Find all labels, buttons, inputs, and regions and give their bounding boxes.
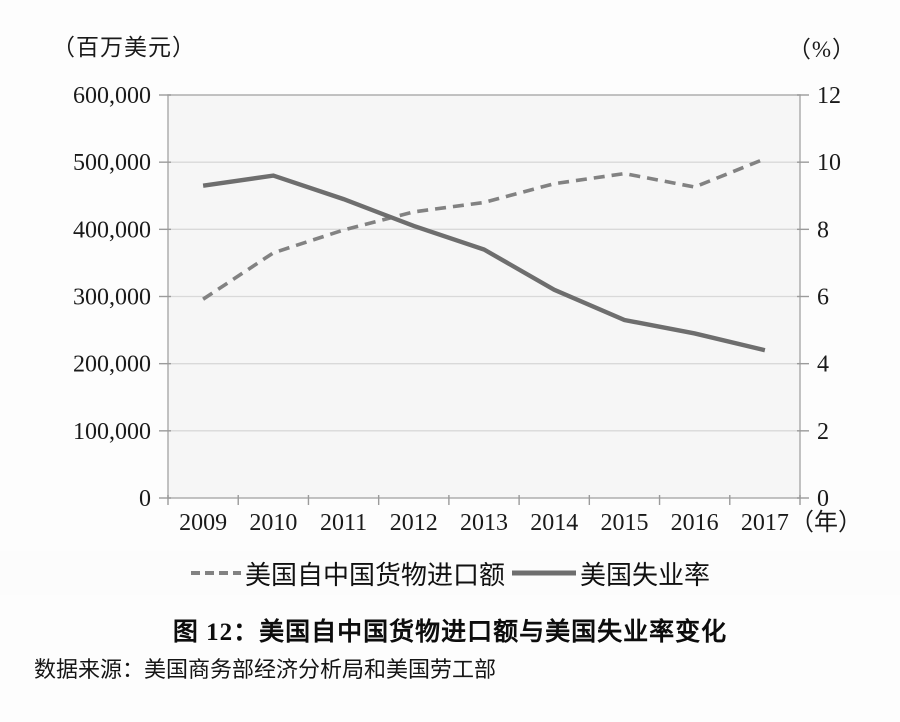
svg-text:2012: 2012	[390, 510, 438, 536]
svg-text:8: 8	[817, 217, 829, 243]
right-axis-unit-label: （%）	[787, 37, 856, 62]
svg-text:2013: 2013	[460, 510, 508, 536]
figure-caption: 图 12：美国自中国货物进口额与美国失业率变化	[172, 619, 728, 646]
svg-text:200,000: 200,000	[73, 352, 151, 378]
svg-text:6: 6	[817, 285, 829, 311]
svg-text:4: 4	[817, 352, 829, 378]
plot-area: 0 100,000 200,000 300,000 400,000 500,000 600,…	[73, 83, 862, 536]
legend: 美国自中国货物进口额 美国失业率	[0, 551, 900, 595]
svg-text:12: 12	[817, 83, 841, 109]
svg-text:2010: 2010	[249, 510, 297, 536]
data-source: 数据来源：美国商务部经济分析局和美国劳工部	[34, 657, 497, 682]
svg-text:300,000: 300,000	[73, 285, 151, 311]
svg-text:2017: 2017	[741, 510, 789, 536]
left-axis-unit-label: （百万美元）	[52, 35, 196, 60]
svg-text:2014: 2014	[530, 510, 578, 536]
svg-text:2015: 2015	[600, 510, 648, 536]
svg-text:0: 0	[139, 486, 151, 512]
svg-text:10: 10	[817, 150, 841, 176]
legend-item-unemployment: 美国失业率	[511, 555, 710, 592]
svg-text:600,000: 600,000	[73, 83, 151, 109]
svg-text:2: 2	[817, 419, 829, 445]
svg-text:400,000: 400,000	[73, 217, 151, 243]
svg-text:2011: 2011	[320, 510, 367, 536]
svg-text:500,000: 500,000	[73, 150, 151, 176]
unemployment-solid-line-icon	[512, 570, 576, 576]
svg-text:2016: 2016	[671, 510, 719, 536]
legend-item-imports: 美国自中国货物进口额	[190, 555, 505, 592]
legend-label-unemployment: 美国失业率	[580, 560, 711, 590]
svg-text:100,000: 100,000	[73, 419, 151, 445]
svg-text:（年）: （年）	[790, 509, 862, 536]
imports-dashed-line-icon	[190, 571, 241, 575]
legend-label-imports: 美国自中国货物进口额	[244, 560, 505, 590]
svg-text:0: 0	[817, 486, 829, 512]
svg-text:2009: 2009	[179, 510, 227, 536]
